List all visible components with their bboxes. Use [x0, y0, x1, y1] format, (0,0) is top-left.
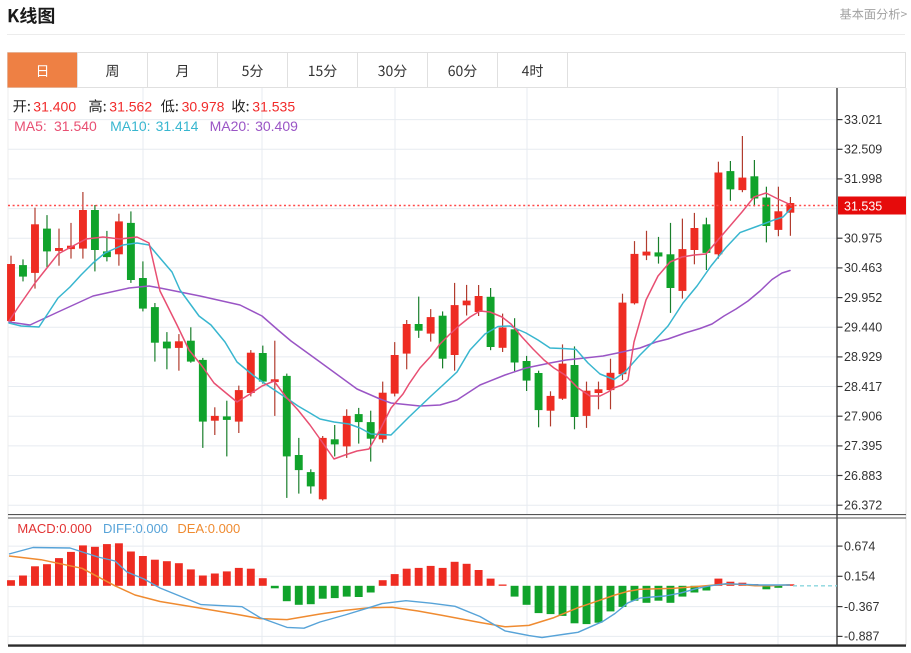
svg-text:30.978: 30.978	[182, 98, 225, 114]
svg-text:DIFF:0.000: DIFF:0.000	[103, 521, 168, 536]
svg-text:-0.367: -0.367	[844, 600, 879, 614]
svg-text:MA10:: MA10:	[110, 118, 150, 134]
svg-text:31.998: 31.998	[844, 172, 882, 186]
svg-text:31.535: 31.535	[844, 199, 882, 213]
svg-text:28.929: 28.929	[844, 350, 882, 364]
svg-text:MA5:: MA5:	[14, 118, 47, 134]
svg-text:0.154: 0.154	[844, 570, 875, 584]
svg-text:27.395: 27.395	[844, 439, 882, 453]
svg-text:33.021: 33.021	[844, 113, 882, 127]
svg-text:27.906: 27.906	[844, 410, 882, 424]
svg-text:31.414: 31.414	[156, 118, 199, 134]
svg-text:MA20:: MA20:	[210, 118, 250, 134]
svg-text:-0.887: -0.887	[844, 630, 879, 644]
svg-text:30.409: 30.409	[255, 118, 298, 134]
svg-text:DEA:0.000: DEA:0.000	[177, 521, 240, 536]
svg-text:26.372: 26.372	[844, 499, 882, 513]
svg-text:0.674: 0.674	[844, 539, 875, 553]
svg-text:31.535: 31.535	[252, 98, 295, 114]
svg-text:30.975: 30.975	[844, 232, 882, 246]
svg-text:26.883: 26.883	[844, 469, 882, 483]
svg-text:29.952: 29.952	[844, 291, 882, 305]
svg-text:31.400: 31.400	[33, 98, 76, 114]
svg-text:29.440: 29.440	[844, 321, 882, 335]
svg-text:30.463: 30.463	[844, 261, 882, 275]
svg-text:32.509: 32.509	[844, 143, 882, 157]
svg-text:28.417: 28.417	[844, 380, 882, 394]
svg-text:31.562: 31.562	[109, 98, 152, 114]
svg-text:31.540: 31.540	[54, 118, 97, 134]
svg-text:MACD:0.000: MACD:0.000	[17, 521, 91, 536]
